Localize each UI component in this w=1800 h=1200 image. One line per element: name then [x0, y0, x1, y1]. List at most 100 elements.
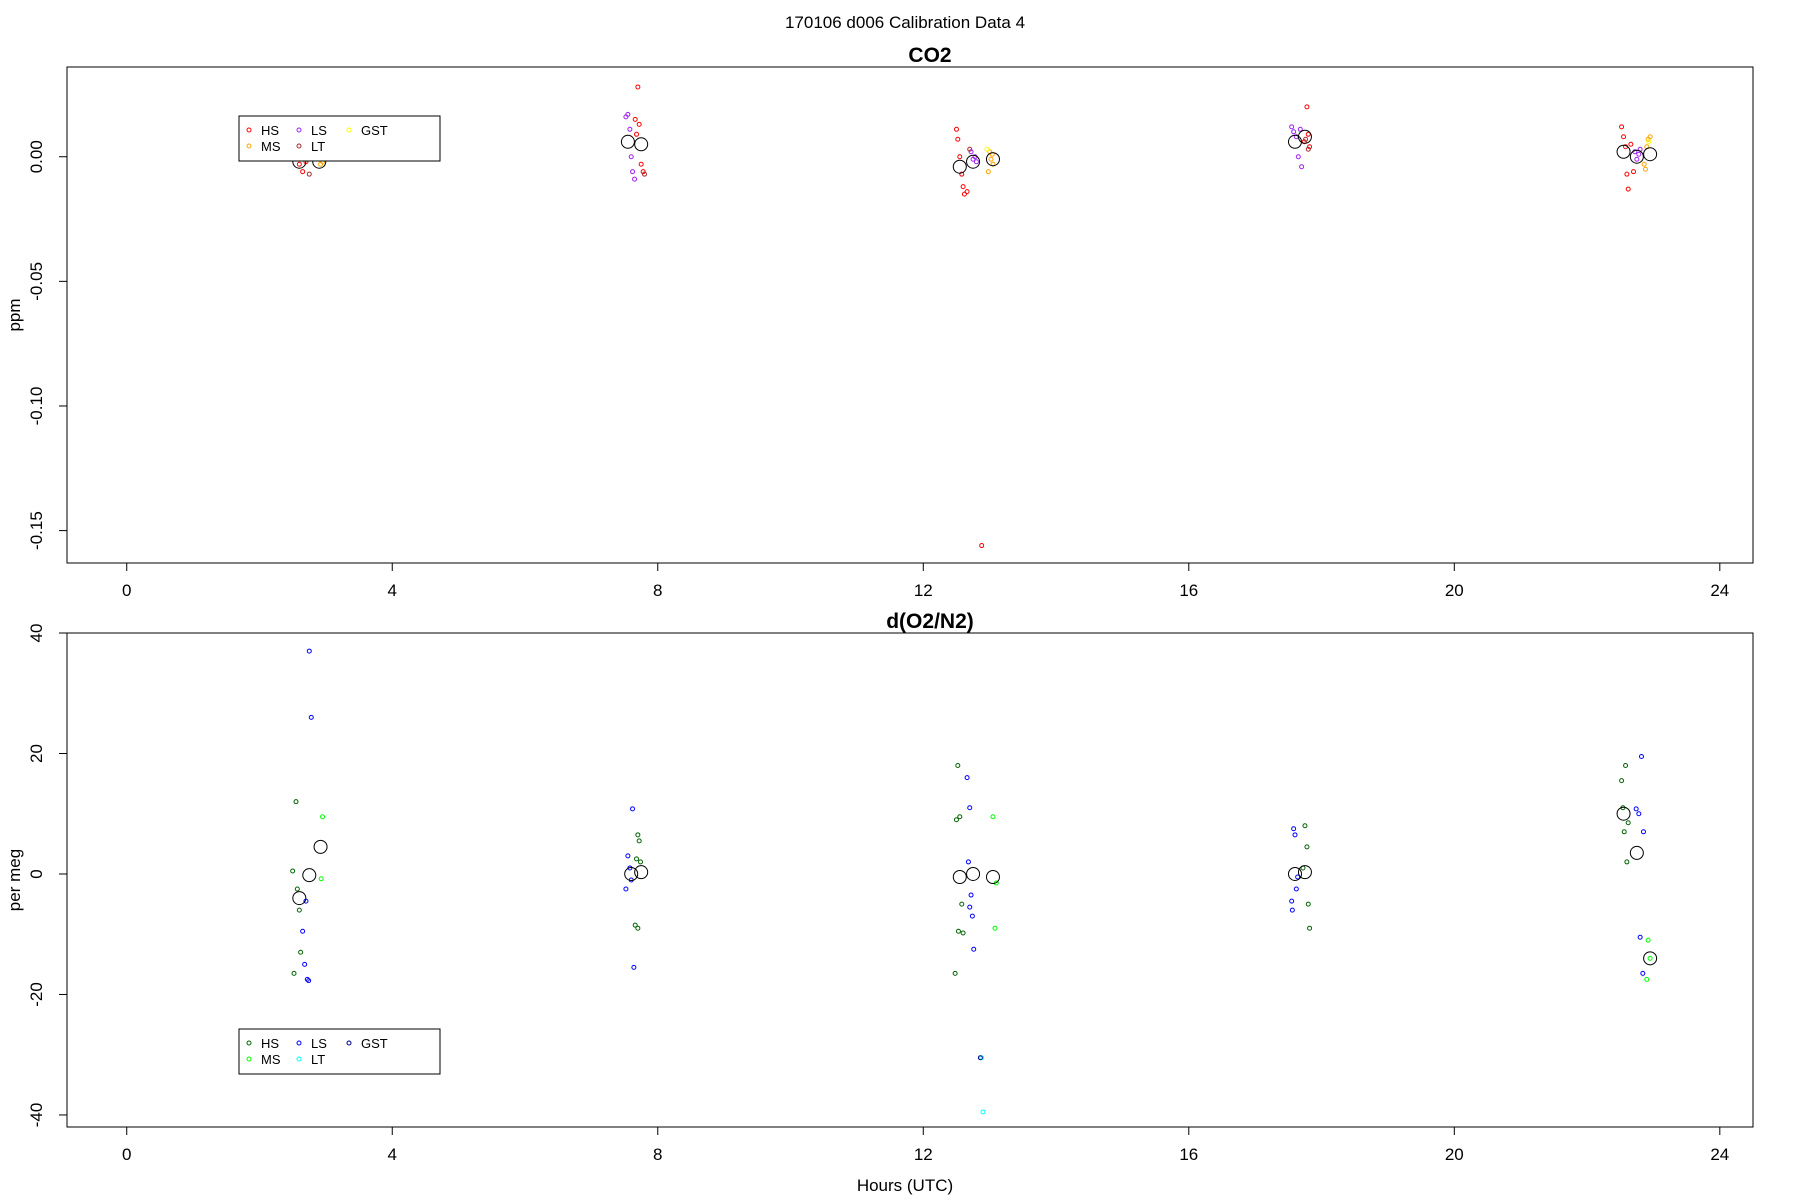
data-point	[1646, 139, 1652, 145]
mean-point	[966, 154, 981, 169]
legend-box	[238, 115, 441, 162]
legend-marker	[346, 127, 352, 133]
data-point	[955, 928, 961, 934]
data-point	[1640, 970, 1646, 976]
mean-point	[1616, 144, 1631, 159]
data-point	[985, 169, 991, 175]
data-point	[959, 171, 965, 177]
data-point	[306, 648, 312, 654]
data-point	[1302, 823, 1308, 829]
mean-point	[952, 869, 967, 884]
data-point	[1633, 806, 1639, 812]
legend-marker	[296, 143, 302, 149]
data-point	[957, 154, 963, 160]
mean-point	[985, 152, 1000, 167]
series-lt	[306, 136, 1311, 177]
data-point	[632, 116, 638, 122]
data-point	[635, 84, 641, 90]
data-point	[1299, 164, 1305, 170]
data-point	[955, 763, 961, 769]
data-point	[641, 171, 647, 177]
data-point	[634, 856, 640, 862]
data-point	[967, 805, 973, 811]
data-point	[960, 184, 966, 190]
data-point	[967, 904, 973, 910]
legend-marker	[246, 1040, 252, 1046]
data-point	[1301, 139, 1307, 145]
mean-point	[966, 866, 981, 881]
data-point	[1291, 826, 1297, 832]
data-point	[1645, 937, 1651, 943]
legend-marker	[246, 127, 252, 133]
data-point	[964, 775, 970, 781]
data-point	[960, 930, 966, 936]
data-point	[1642, 166, 1648, 172]
legend-label: LS	[311, 123, 327, 138]
x-tick-label: 16	[1179, 581, 1198, 600]
data-point	[992, 925, 998, 931]
data-point	[1625, 820, 1631, 826]
data-point	[1644, 976, 1650, 982]
data-point	[1636, 151, 1642, 157]
legend-label: GST	[361, 123, 388, 138]
data-point	[961, 191, 967, 197]
series-ms	[318, 814, 1653, 982]
chart-title: CO2	[908, 44, 951, 67]
data-point	[953, 817, 959, 823]
data-point	[308, 714, 314, 720]
data-point	[990, 814, 996, 820]
y-tick-label: -20	[27, 982, 46, 1007]
data-point	[1636, 811, 1642, 817]
legend-label: LS	[311, 1036, 327, 1051]
x-axis-label: Hours (UTC)	[857, 1176, 953, 1195]
y-axis: 0.00 -0.05 -0.10 -0.15 ppm	[5, 140, 68, 550]
x-tick-label: 0	[122, 1145, 131, 1164]
data-point	[1640, 829, 1646, 835]
data-point	[636, 121, 642, 127]
data-point	[1619, 778, 1625, 784]
y-axis-label: per meg	[5, 849, 24, 911]
data-point	[320, 814, 326, 820]
data-point	[302, 961, 308, 967]
data-point	[1634, 156, 1640, 162]
data-point	[1647, 955, 1653, 961]
chart-title: d(O2/N2)	[886, 610, 974, 633]
data-point	[1619, 124, 1625, 130]
data-point	[640, 169, 646, 175]
series-ls	[300, 648, 1646, 984]
data-point	[1295, 154, 1301, 160]
data-point	[988, 156, 994, 162]
mean-point	[302, 868, 317, 883]
data-point	[304, 976, 310, 982]
y-tick-label: 0.00	[27, 140, 46, 173]
data-point	[971, 946, 977, 952]
data-point	[959, 901, 965, 907]
x-tick-label: 8	[653, 581, 662, 600]
data-point	[1305, 901, 1311, 907]
data-point	[967, 146, 973, 152]
data-point	[625, 853, 631, 859]
x-tick-label: 12	[914, 581, 933, 600]
data-point	[632, 922, 638, 928]
x-tick-label: 20	[1445, 1145, 1464, 1164]
data-point	[634, 131, 640, 137]
data-point	[980, 1109, 986, 1115]
legend-marker	[346, 1040, 352, 1046]
data-point	[969, 913, 975, 919]
data-point	[964, 189, 970, 195]
data-point	[989, 151, 995, 157]
data-point	[296, 161, 302, 167]
legend-label: HS	[261, 123, 279, 138]
mean-point	[313, 839, 328, 854]
data-point	[979, 543, 985, 549]
data-point	[1291, 129, 1297, 135]
legend-marker	[246, 1056, 252, 1062]
data-point	[1641, 161, 1647, 167]
x-tick-label: 20	[1445, 581, 1464, 600]
data-point	[300, 928, 306, 934]
mean-point	[1643, 951, 1658, 966]
y-axis: 40 20 0 -20 -40 per meg	[5, 624, 68, 1127]
x-axis: 0 4 8 12 16 20 24	[122, 562, 1729, 600]
